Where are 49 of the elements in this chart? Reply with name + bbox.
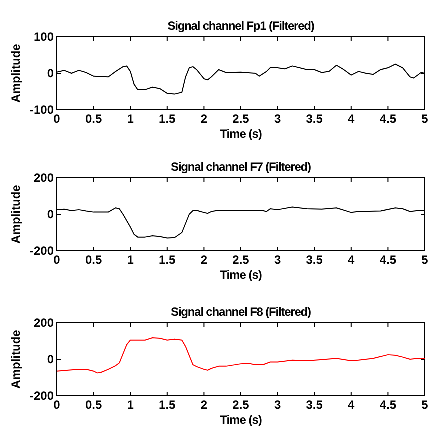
y-tick-label: 200 bbox=[34, 316, 54, 330]
x-tick-label: 2.5 bbox=[232, 398, 250, 412]
chart-title: Signal channel F8 (Filtered) bbox=[171, 305, 312, 319]
x-tick-label: 0.5 bbox=[85, 112, 102, 126]
y-axis-title: Amplitude bbox=[9, 184, 23, 244]
y-axis-title: Amplitude bbox=[9, 330, 23, 389]
x-tick-label: 1 bbox=[127, 398, 134, 412]
x-tick-label: 4.5 bbox=[380, 398, 397, 412]
x-tick-label: 3.5 bbox=[306, 398, 324, 412]
x-axis-title: Time (s) bbox=[220, 127, 262, 141]
y-tick-label: 0 bbox=[47, 352, 54, 366]
chart-title: Signal channel F7 (Filtered) bbox=[171, 160, 312, 174]
y-tick-label: 100 bbox=[34, 30, 54, 44]
y-tick-label: -200 bbox=[30, 244, 54, 258]
x-axis-title: Time (s) bbox=[220, 413, 262, 427]
x-tick-label: 5 bbox=[422, 112, 429, 126]
x-tick-label: 4 bbox=[348, 112, 356, 126]
x-tick-label: 2 bbox=[200, 253, 208, 267]
x-tick-label: 2.5 bbox=[232, 112, 250, 126]
x-tick-label: 2 bbox=[200, 398, 208, 412]
y-tick-label: -100 bbox=[30, 103, 54, 117]
y-tick-label: 0 bbox=[47, 66, 54, 80]
x-tick-label: 4 bbox=[348, 398, 356, 412]
y-tick-label: -200 bbox=[30, 389, 54, 403]
x-tick-label: 3 bbox=[274, 253, 282, 267]
x-tick-label: 0.5 bbox=[85, 253, 102, 267]
x-tick-label: 0.5 bbox=[85, 398, 102, 412]
x-tick-label: 4.5 bbox=[380, 112, 397, 126]
x-tick-label: 3.5 bbox=[306, 112, 324, 126]
x-tick-label: 3 bbox=[274, 398, 282, 412]
x-tick-label: 5 bbox=[422, 253, 429, 267]
x-tick-label: 4 bbox=[348, 253, 356, 267]
x-tick-label: 1.5 bbox=[159, 112, 176, 126]
y-axis-title: Amplitude bbox=[9, 44, 23, 103]
x-tick-label: 4.5 bbox=[380, 253, 397, 267]
x-tick-label: 2 bbox=[200, 112, 208, 126]
x-tick-label: 1.5 bbox=[159, 253, 176, 267]
x-tick-label: 3 bbox=[274, 112, 282, 126]
x-tick-label: 3.5 bbox=[306, 253, 324, 267]
x-tick-label: 5 bbox=[422, 398, 429, 412]
x-axis-title: Time (s) bbox=[220, 268, 262, 282]
y-tick-label: 0 bbox=[47, 208, 54, 222]
y-tick-label: 200 bbox=[34, 171, 54, 185]
chart-title: Signal channel Fp1 (Filtered) bbox=[168, 19, 315, 33]
x-tick-label: 1 bbox=[127, 253, 134, 267]
x-tick-label: 2.5 bbox=[232, 253, 250, 267]
x-tick-label: 1 bbox=[127, 112, 134, 126]
x-tick-label: 1.5 bbox=[159, 398, 176, 412]
line-series bbox=[56, 337, 426, 374]
